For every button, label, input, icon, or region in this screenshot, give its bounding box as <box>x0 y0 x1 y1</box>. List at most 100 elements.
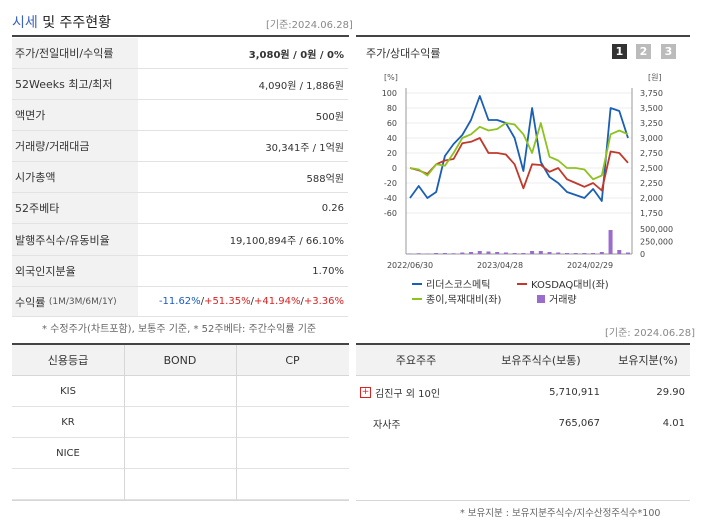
row-value-beta: 0.26 <box>138 193 348 224</box>
returns-label: 수익률 <box>15 295 46 309</box>
right-tick-label: 1,750 <box>640 209 663 218</box>
left-tick-label: 40 <box>387 134 397 143</box>
title-highlight: 시세 <box>12 15 38 31</box>
table-cell: NICE <box>12 438 124 469</box>
sep: / <box>250 296 254 307</box>
volume-bar <box>538 251 543 254</box>
legend-label: 거래량 <box>549 295 577 306</box>
chart-page-1-button[interactable]: 1 <box>612 44 627 59</box>
x-tick-label: 2023/04/28 <box>477 261 523 270</box>
return-1m: -11.62% <box>158 296 201 307</box>
holders-asof: [기준: 2024.06.28] <box>605 328 696 339</box>
return-6m: +41.94% <box>253 296 301 307</box>
volume-bar <box>530 251 535 254</box>
right-tick-label: 2,750 <box>640 149 663 158</box>
page-title: 시세 및 주주현황 <box>12 12 111 32</box>
volume-bar <box>617 250 622 254</box>
table-cell: KIS <box>12 376 124 407</box>
left-tick-label: -20 <box>384 179 397 188</box>
legend-item-stock: 리더스코스메틱 <box>412 276 490 291</box>
holder-shares: 5,710,911 <box>549 386 600 398</box>
sep: / <box>300 296 304 307</box>
left-axis-unit: [%] <box>384 73 398 82</box>
table-cell <box>236 407 349 438</box>
right-tick-label: 2,000 <box>640 194 663 203</box>
volume-bar <box>486 251 491 254</box>
return-3m: +51.35% <box>204 296 251 307</box>
left-tick-label: 20 <box>387 149 397 158</box>
price-chart: [%] [원] 100 80 60 40 20 0 -20 -40 -60 3,750 3,500 3,2… <box>382 73 673 270</box>
table-cell <box>236 376 349 407</box>
legend-label: 종이,목재대비(좌) <box>426 295 502 306</box>
row-label-beta: 52주베타 <box>12 193 138 224</box>
legend-line-icon <box>517 282 527 285</box>
table-cell <box>236 438 349 469</box>
left-tick-label: 60 <box>387 119 397 128</box>
left-tick-label: 100 <box>382 89 397 98</box>
footnote-holders: * 보유지분 : 보유지분주식수/지수산정주식수*100 <box>460 508 661 519</box>
col-header-bond: BOND <box>124 345 236 376</box>
divider <box>12 343 349 345</box>
volume-bar <box>434 253 439 254</box>
right-axis-unit: [원] <box>648 73 662 82</box>
volume-bar <box>591 253 596 254</box>
volume-bar <box>469 252 474 254</box>
legend-item-kosdaq: KOSDAQ대비(좌) <box>517 276 609 291</box>
row-value-shares: 19,100,894주 / 66.10% <box>138 224 348 256</box>
volume-tick-label: 0 <box>640 250 645 259</box>
holder-name: 김진구 외 10인 <box>375 388 441 400</box>
volume-bar <box>573 253 578 254</box>
title-rest: 및 주주현황 <box>37 15 112 31</box>
right-tick-label: 2,250 <box>640 179 663 188</box>
right-tick-label: 3,000 <box>640 134 663 143</box>
row-label-shares: 발행주식수/유동비율 <box>12 224 138 256</box>
series-line-1 <box>409 95 629 202</box>
col-header-pct: 보유지분(%) <box>606 345 690 376</box>
table-cell <box>12 469 124 500</box>
volume-bar <box>608 230 613 254</box>
volume-bar <box>564 253 569 254</box>
row-label-returns: 수익률 (1M/3M/6M/1Y) <box>12 287 138 317</box>
legend-square-icon <box>537 294 545 303</box>
volume-bar <box>416 253 421 254</box>
table-cell <box>236 469 349 500</box>
holder-name: 자사주 <box>373 420 401 431</box>
volume-bar <box>503 252 508 254</box>
returns-periods: (1M/3M/6M/1Y) <box>48 296 117 307</box>
right-tick-label: 3,750 <box>640 89 663 98</box>
price-value: 3,080원 / 0원 / 0% <box>248 49 344 61</box>
holder-pct: 29.90 <box>656 386 685 398</box>
chart-page-3-button[interactable]: 3 <box>661 44 676 59</box>
right-tick-label: 3,500 <box>640 104 663 113</box>
volume-bar <box>556 252 561 254</box>
volume-bar <box>521 253 526 254</box>
asof-date: [기준:2024.06.28] <box>266 20 353 31</box>
table-cell <box>124 438 236 469</box>
divider <box>356 35 690 37</box>
volume-bar <box>547 252 552 254</box>
row-label-price: 주가/전일대비/수익률 <box>12 38 138 69</box>
left-tick-label: -40 <box>384 194 397 203</box>
expand-icon[interactable]: + <box>360 386 371 398</box>
footnote-left: * 수정주가(차트포함), 보통주 기준, * 52주베타: 주간수익률 기준 <box>42 324 317 335</box>
volume-bar <box>626 252 630 254</box>
x-tick-label: 2024/02/29 <box>567 261 613 270</box>
chart-page-2-button[interactable]: 2 <box>636 44 651 59</box>
legend-line-icon <box>412 297 422 300</box>
left-tick-label: 0 <box>392 164 397 173</box>
sep: / <box>200 296 205 307</box>
row-value-returns: -11.62% / +51.35% / +41.94% / +3.36% <box>138 287 348 317</box>
volume-bar <box>512 253 517 254</box>
holder-name-cell: + 김진구 외 10인 <box>356 376 476 408</box>
col-header-shares: 보유주식수(보통) <box>476 345 606 376</box>
volume-bar <box>477 251 482 254</box>
divider <box>12 500 349 501</box>
table-cell <box>124 376 236 407</box>
legend-item-paper: 종이,목재대비(좌) <box>412 291 501 306</box>
volume-bar <box>460 252 465 254</box>
x-tick-label: 2022/06/30 <box>387 261 433 270</box>
left-tick-label: -60 <box>384 209 397 218</box>
row-label-52w: 52Weeks 최고/최저 <box>12 69 138 100</box>
holder-shares: 765,067 <box>558 418 600 429</box>
volume-bar <box>408 253 412 254</box>
